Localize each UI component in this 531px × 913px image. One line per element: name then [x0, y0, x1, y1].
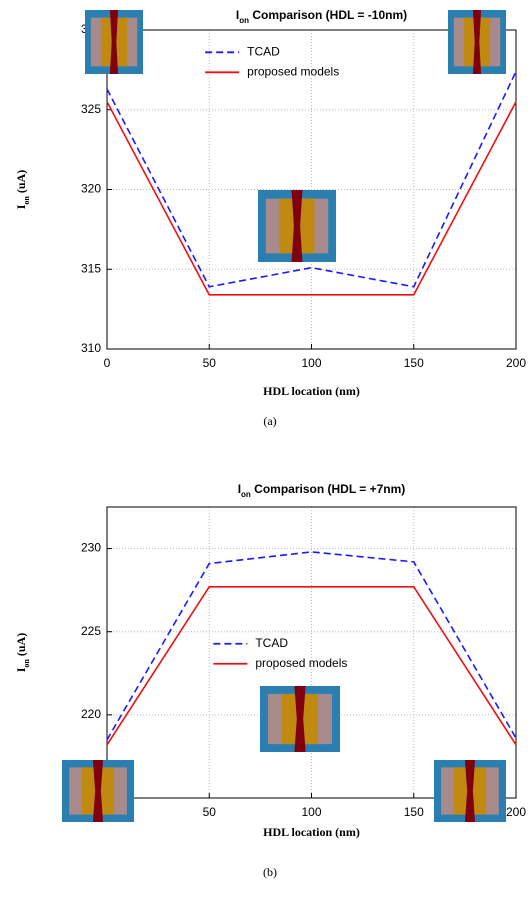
- title-rest: Comparison (HDL = -10nm): [249, 8, 407, 22]
- chart-title: Ion Comparison (HDL = -10nm): [236, 8, 407, 25]
- series-line: [106, 71, 517, 288]
- ylabel-main: I: [14, 204, 28, 209]
- device-icon: [260, 686, 340, 752]
- chart-title: Ion Comparison (HDL = +7nm): [238, 482, 406, 499]
- device-icon: [258, 190, 336, 262]
- x-tick-label: 50: [203, 356, 217, 370]
- x-tick-label: 0: [104, 356, 111, 370]
- y-tick-label: 230: [81, 541, 101, 555]
- title-main: I: [238, 482, 241, 496]
- caption: (a): [263, 414, 276, 428]
- icon-channel: [92, 760, 104, 822]
- y-tick-label: 310: [81, 341, 101, 355]
- device-icon: [434, 760, 506, 822]
- y-axis-label: Ion (uA): [14, 633, 31, 672]
- x-tick-label: 150: [404, 805, 424, 819]
- device-icon: [448, 10, 506, 74]
- device-icon: [85, 10, 143, 74]
- plot-area: [107, 507, 516, 798]
- icon-channel: [294, 686, 306, 752]
- x-tick-label: 100: [301, 805, 321, 819]
- legend-label: proposed models: [247, 65, 339, 79]
- series-line: [106, 551, 517, 741]
- ylabel-rest: (uA): [14, 170, 28, 196]
- title-sub: on: [239, 16, 249, 25]
- ylabel-main: I: [14, 667, 28, 672]
- legend-label: TCAD: [255, 636, 288, 650]
- icon-channel: [291, 190, 303, 262]
- icon-channel: [472, 10, 482, 74]
- y-axis-label: Ion (uA): [14, 170, 31, 209]
- title-sub: on: [241, 490, 251, 499]
- y-tick-label: 315: [81, 261, 101, 275]
- caption: (b): [263, 865, 277, 879]
- series-line: [106, 101, 517, 296]
- device-icon: [62, 760, 134, 822]
- icon-channel: [109, 10, 119, 74]
- title-main: I: [236, 8, 239, 22]
- x-axis-label: HDL location (nm): [263, 825, 360, 839]
- legend-label: TCAD: [247, 45, 280, 59]
- x-tick-label: 100: [301, 356, 321, 370]
- y-tick-label: 325: [81, 102, 101, 116]
- y-tick-label: 225: [81, 624, 101, 638]
- legend-label: proposed models: [255, 656, 347, 670]
- x-tick-label: 50: [203, 805, 217, 819]
- y-tick-label: 220: [81, 707, 101, 721]
- ylabel-sub: on: [22, 659, 31, 668]
- ylabel-rest: (uA): [14, 633, 28, 659]
- y-tick-label: 320: [81, 182, 101, 196]
- x-tick-label: 200: [506, 356, 526, 370]
- icon-channel: [464, 760, 476, 822]
- x-axis-label: HDL location (nm): [263, 384, 360, 398]
- x-tick-label: 200: [506, 805, 526, 819]
- x-tick-label: 150: [404, 356, 424, 370]
- plot-frame: [106, 29, 517, 350]
- plot-frame: [106, 506, 517, 799]
- ylabel-sub: on: [22, 196, 31, 205]
- title-rest: Comparison (HDL = +7nm): [251, 482, 405, 496]
- series-line: [106, 586, 517, 746]
